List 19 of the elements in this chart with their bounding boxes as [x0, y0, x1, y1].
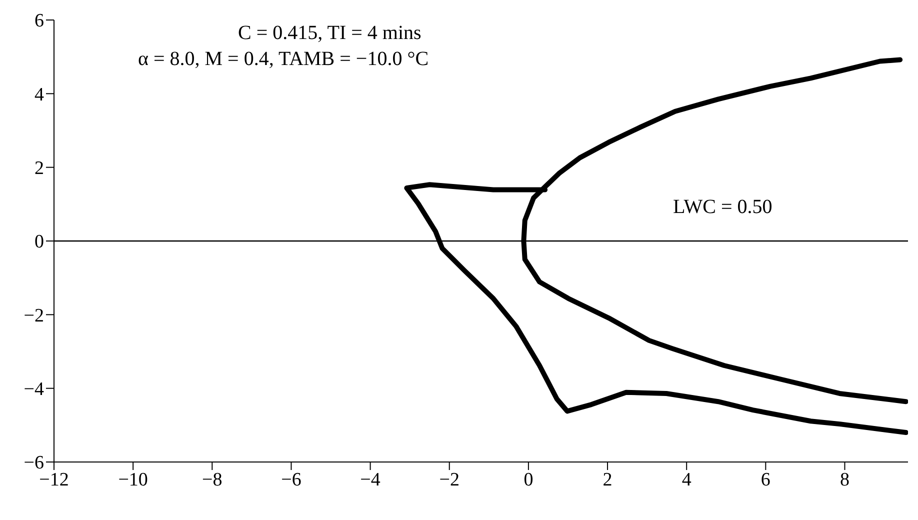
x-tick-label: −10	[118, 469, 148, 490]
y-tick-label: 2	[34, 158, 44, 180]
x-tick-label: −4	[360, 469, 381, 490]
y-tick-label: 4	[34, 84, 44, 106]
y-tick-label: −2	[24, 305, 44, 326]
x-tick-label: 2	[602, 469, 612, 490]
x-tick-label: 8	[840, 469, 850, 490]
annotation: LWC = 0.50	[673, 196, 772, 219]
x-tick-label: 4	[682, 469, 692, 490]
x-tick-label: −2	[439, 469, 460, 490]
x-tick-label: 6	[760, 469, 770, 490]
y-tick-label: 6	[34, 10, 44, 32]
x-tick-label: −6	[281, 469, 302, 490]
y-tick-label: 0	[34, 232, 44, 253]
annotation: C = 0.415, TI = 4 mins	[238, 22, 422, 45]
y-tick-label: −4	[24, 379, 44, 400]
x-tick-label: −8	[202, 469, 222, 490]
x-tick-label: 0	[524, 469, 534, 490]
annotation: α = 8.0, M = 0.4, TAMB = −10.0 °C	[138, 48, 429, 71]
